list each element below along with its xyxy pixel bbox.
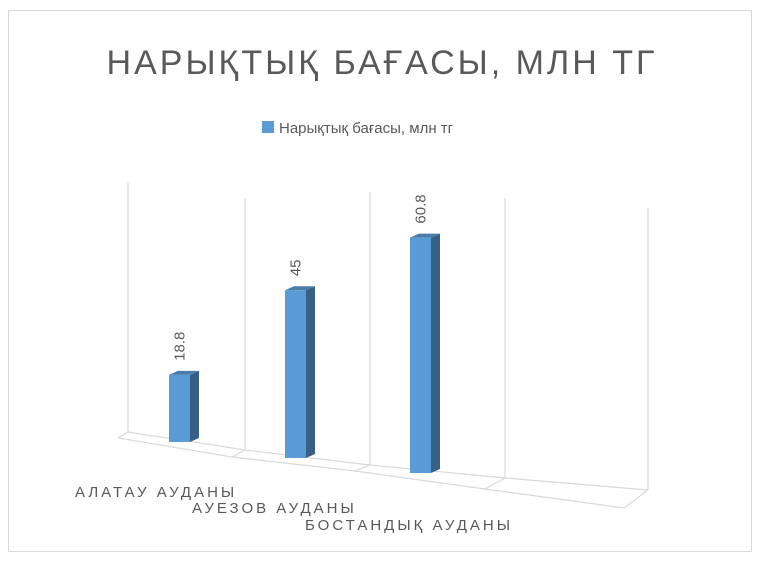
- chart-frame: [8, 10, 752, 552]
- bar-front: [410, 237, 431, 473]
- bar: [169, 370, 199, 442]
- x-tick-label: АЛАТАУ АУДАНЫ: [75, 484, 237, 501]
- bar-side: [306, 286, 315, 458]
- data-label: 18.8: [172, 332, 189, 361]
- bar-side: [190, 370, 199, 442]
- bar: [410, 233, 440, 473]
- chart-title: НАРЫҚТЫҚ БАҒАСЫ, МЛН ТГ: [107, 44, 658, 82]
- bar-top: [169, 370, 199, 375]
- bar-front: [285, 290, 306, 458]
- data-label: 60.8: [413, 194, 430, 223]
- x-tick-label: АУЕЗОВ АУДАНЫ: [192, 500, 357, 517]
- x-tick-label: БОСТАНДЫҚ АУДАНЫ: [305, 517, 513, 534]
- legend-label: Нарықтық бағасы, млн тг: [279, 120, 454, 137]
- legend-swatch: [262, 121, 274, 133]
- bar-top: [285, 286, 315, 291]
- data-label: 45: [288, 260, 305, 277]
- bar: [285, 286, 315, 458]
- bar-top: [410, 233, 440, 238]
- bar-side: [431, 233, 440, 473]
- walls: [117, 182, 649, 509]
- bar-front: [169, 374, 190, 442]
